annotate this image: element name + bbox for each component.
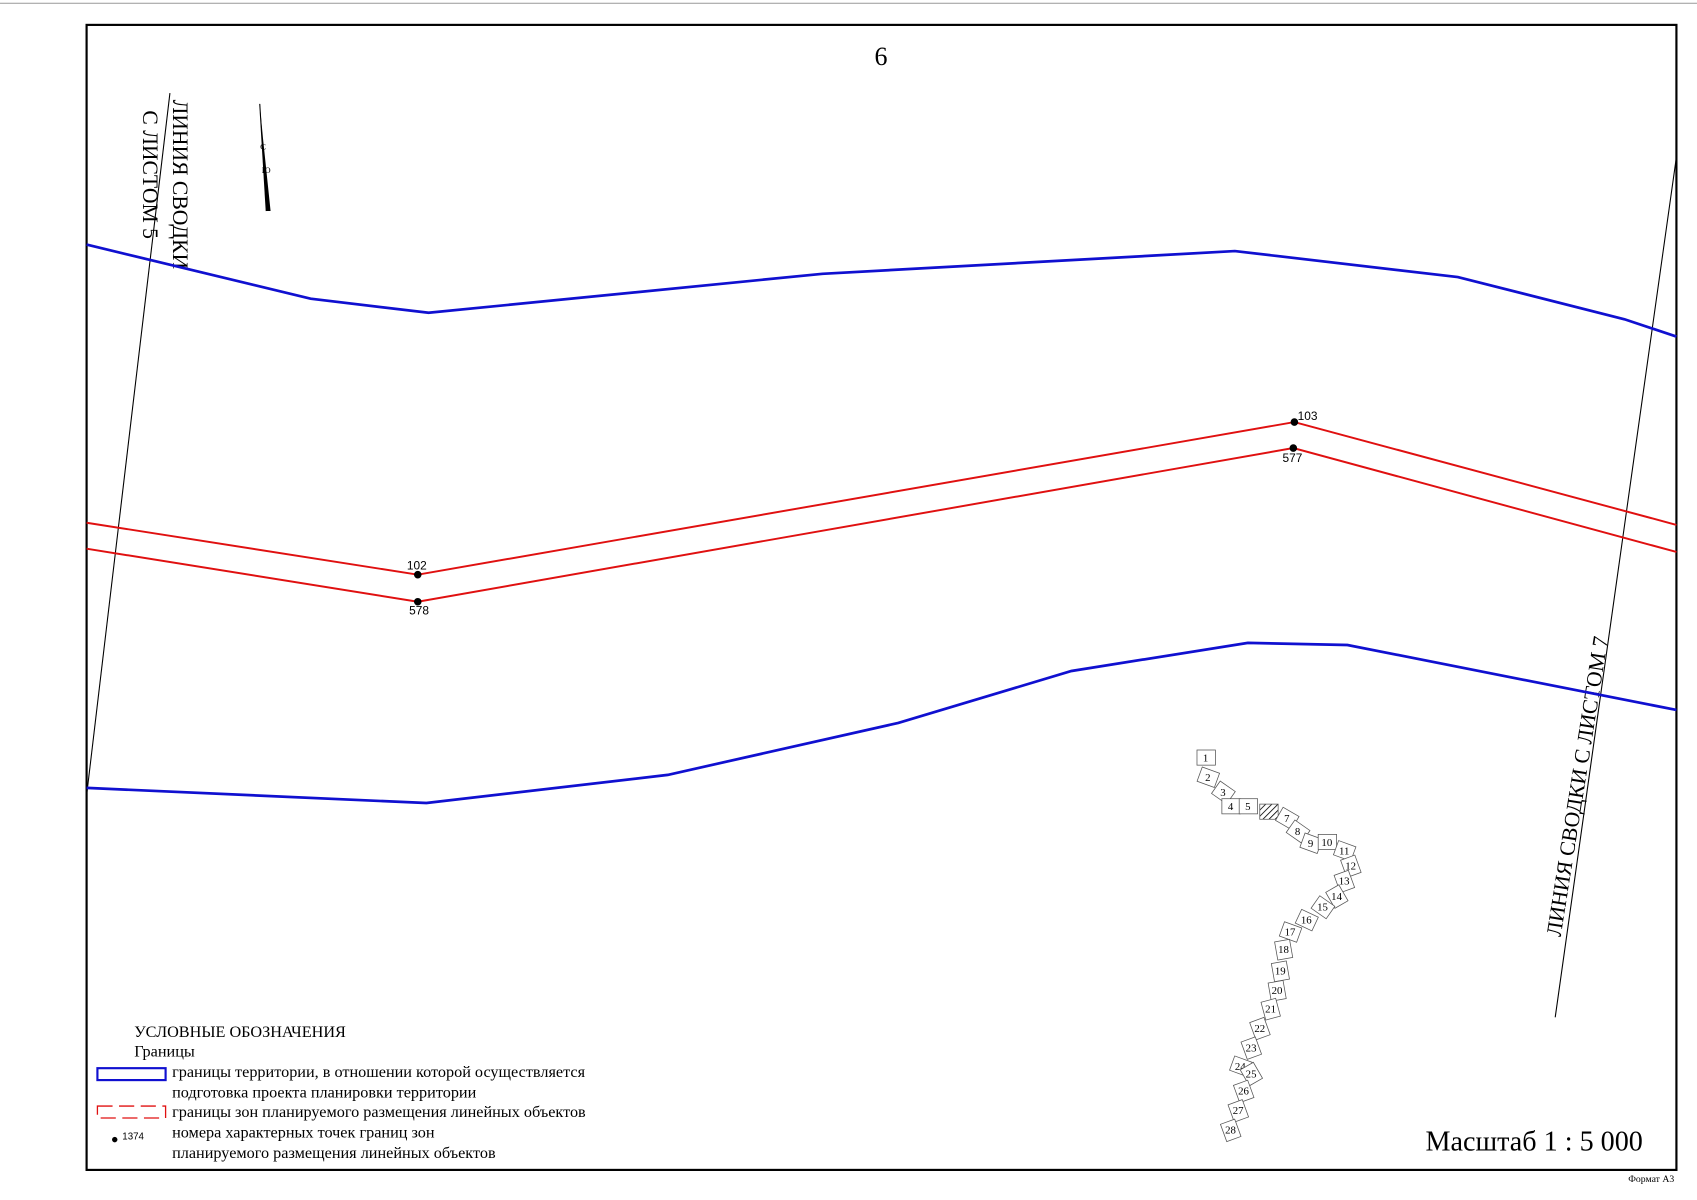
index-sheet-label: 4 [1228, 801, 1234, 813]
index-sheet [1238, 798, 1258, 815]
index-sheet-label: 11 [1339, 845, 1349, 857]
index-sheet [1240, 1036, 1263, 1060]
point-marker [413, 597, 422, 606]
legend-blue-sample [96, 1067, 167, 1082]
index-sheet [1267, 979, 1287, 1002]
point-label: 103 [1298, 409, 1318, 423]
index-sheet [1332, 840, 1357, 862]
right-join-label: ЛИНИЯ СВОДКИ С ЛИСТОМ 7 [1542, 634, 1613, 938]
index-sheet-label: 8 [1295, 826, 1300, 838]
left-join-label-line: ЛИНИЯ СВОДКИ [168, 100, 192, 270]
index-sheet-label: 22 [1254, 1023, 1265, 1035]
point-label: 577 [1282, 451, 1302, 465]
index-sheet-label: 5 [1245, 801, 1250, 813]
index-sheet-label: 19 [1275, 966, 1286, 978]
index-sheet [1210, 780, 1236, 805]
sheet-number: 6 [874, 42, 887, 71]
legend: УСЛОВНЫЕ ОБОЗНАЧЕНИЯ Границы границы тер… [96, 1023, 586, 1162]
index-sheet [1260, 997, 1281, 1021]
index-sheet-label: 14 [1331, 891, 1342, 903]
index-sheet-label: 25 [1246, 1068, 1257, 1080]
index-sheet [1294, 908, 1319, 932]
south-label: Ю [262, 165, 271, 175]
index-sheet-label: 12 [1345, 861, 1356, 873]
index-sheet-label: 2 [1205, 772, 1210, 784]
frame [85, 23, 1678, 1171]
legend-subtitle: Границы [134, 1042, 195, 1060]
scale: Масштаб 1 : 5 000 [1426, 1126, 1643, 1157]
join-line-right [1554, 156, 1677, 1018]
index-sheet-label: 28 [1225, 1125, 1236, 1137]
left-join-label-line: С ЛИСТОМ 5 [138, 110, 162, 239]
index-sheet-label: 3 [1220, 787, 1225, 799]
north-label: С [260, 141, 266, 151]
legend-point-sample [112, 1136, 118, 1143]
legend-item-text: планируемого размещения линейных объекто… [172, 1144, 496, 1162]
index-sheet-label: 7 [1284, 813, 1290, 825]
point-marker [1290, 418, 1299, 426]
index-sheet-label: 23 [1246, 1042, 1257, 1054]
legend-point-label: 1374 [122, 1132, 144, 1143]
index-sheet [1310, 895, 1336, 920]
index-sheet-label: 13 [1339, 876, 1350, 888]
territory-boundary [86, 243, 1677, 338]
point-marker [413, 570, 422, 579]
point-label: 578 [409, 604, 429, 618]
index-sheet-label: 18 [1278, 944, 1289, 956]
legend-item-text: границы зон планируемого размещения лине… [172, 1103, 586, 1121]
index-sheet-label: 27 [1233, 1105, 1244, 1117]
index-sheet [1232, 1079, 1255, 1104]
points: 103 577 102 578 [407, 409, 1318, 618]
index-sheet-label: 26 [1238, 1086, 1249, 1098]
index-sheet [1219, 1118, 1242, 1143]
point-label: 102 [407, 558, 427, 572]
index-sheet [1317, 834, 1337, 850]
index-sheet-label: 16 [1301, 915, 1312, 927]
index-sheet-label: 15 [1317, 902, 1328, 914]
north-arrow: С Ю [259, 103, 271, 212]
territory-boundary [86, 641, 1677, 805]
legend-red-sample [96, 1105, 167, 1119]
index-sheet [1227, 1099, 1250, 1123]
legend-item-text: номера характерных точек границ зон [172, 1123, 435, 1141]
left-join-label: ЛИНИЯ СВОДКИ С ЛИСТОМ 5 [138, 100, 192, 270]
index-sheet-label: 21 [1265, 1003, 1276, 1015]
join-line-left [86, 93, 171, 796]
zone-boundary [86, 421, 1677, 576]
index-sheet [1196, 749, 1216, 766]
point-marker [1289, 444, 1298, 452]
index-sheet [1325, 884, 1349, 909]
index-sheet [1278, 921, 1303, 943]
index-sheet-label: 24 [1235, 1061, 1246, 1073]
format: Формат А3 [1628, 1174, 1674, 1185]
index-sheet [1259, 803, 1279, 820]
index-sheet-label: 1 [1203, 752, 1208, 764]
index-sheet-label: 17 [1285, 927, 1296, 939]
zone-boundary [86, 447, 1677, 603]
index-sheet-label: 20 [1272, 985, 1283, 997]
legend-item-text: подготовка проекта планировки территории [172, 1083, 477, 1101]
index-sheet [1196, 766, 1221, 788]
index-sheet [1249, 1016, 1271, 1041]
index-sheet [1239, 1061, 1264, 1087]
legend-item-text: границы территории, в отношении которой … [172, 1063, 586, 1081]
legend-title: УСЛОВНЫЕ ОБОЗНАЧЕНИЯ [134, 1023, 346, 1041]
arrow-axis [259, 103, 267, 212]
index-sheet-label: 10 [1321, 837, 1332, 849]
index-sheet [1274, 938, 1294, 961]
index-sheet-label: 9 [1308, 838, 1313, 850]
